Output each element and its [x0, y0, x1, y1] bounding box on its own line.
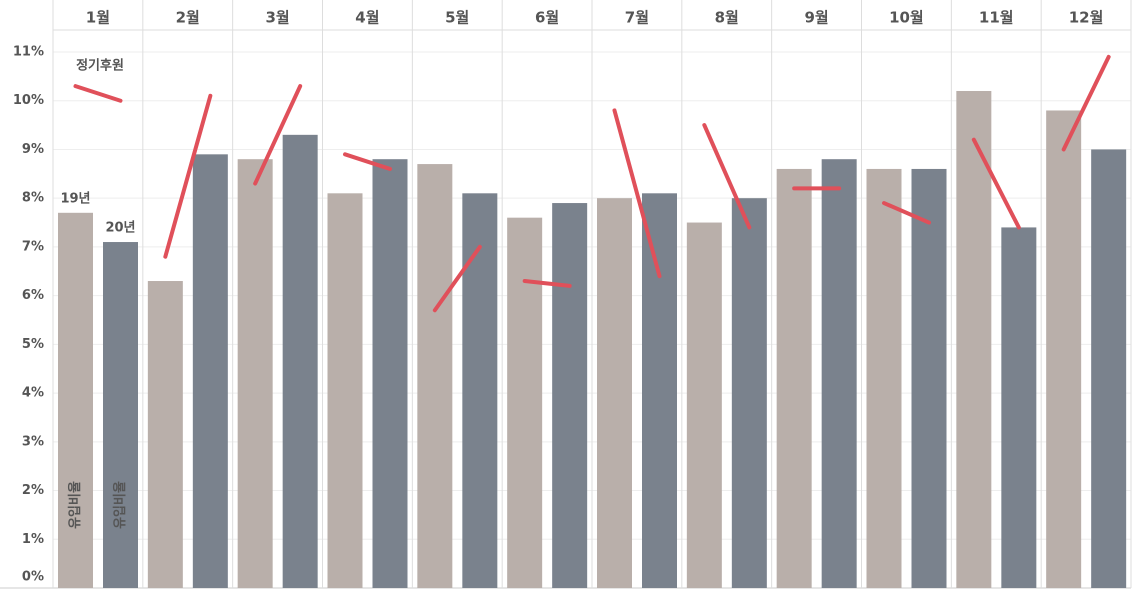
bar	[956, 90, 992, 589]
bar	[1001, 227, 1037, 588]
y-tick-label: 7%	[22, 239, 44, 254]
x-tick-label: 6월	[535, 9, 559, 27]
bar	[821, 159, 857, 588]
bar	[686, 222, 722, 588]
trend-segment	[882, 201, 931, 225]
y-tick-label: 3%	[22, 434, 44, 449]
trend-segment	[73, 84, 123, 103]
x-tick-label: 8월	[715, 9, 739, 27]
trend-segment	[612, 108, 662, 279]
y-tick-label: 10%	[13, 93, 44, 108]
trend-segment	[522, 279, 572, 288]
x-tick-label: 4월	[355, 9, 379, 27]
bar	[192, 154, 228, 588]
y-tick-label: 4%	[22, 386, 44, 401]
bar	[147, 281, 183, 588]
legend-label: 정기후원	[76, 58, 124, 74]
y-tick-label: 2%	[22, 483, 44, 498]
y-tick-label: 9%	[22, 142, 44, 157]
legend-label: 19년	[60, 191, 90, 206]
bar-caption: 유입비율	[67, 481, 83, 529]
x-tick-label: 5월	[445, 9, 469, 27]
trend-segment	[432, 244, 482, 313]
trend-segment	[971, 137, 1021, 230]
x-tick-label: 12월	[1069, 9, 1104, 27]
y-tick-label: 8%	[22, 191, 44, 206]
bar	[507, 217, 543, 588]
x-tick-label: 2월	[176, 9, 200, 27]
bar	[642, 193, 677, 589]
x-tick-label: 3월	[265, 9, 289, 27]
trend-segment	[253, 84, 303, 186]
bar	[1091, 149, 1127, 589]
x-tick-label: 10월	[889, 9, 924, 27]
x-tick-label: 9월	[804, 9, 828, 27]
y-tick-label: 5%	[22, 337, 44, 352]
bar-caption: 유입비율	[112, 481, 128, 529]
bar	[911, 168, 947, 589]
bar	[58, 212, 93, 589]
y-tick-label: 11%	[13, 45, 44, 60]
y-tick-label: 1%	[22, 532, 44, 547]
bar	[237, 159, 273, 588]
bar	[776, 168, 812, 589]
bar	[462, 193, 498, 589]
bar	[597, 198, 632, 588]
bar	[1046, 110, 1082, 589]
bar	[417, 164, 453, 588]
bar	[103, 242, 138, 588]
bar	[327, 193, 363, 589]
y-tick-label: 0%	[22, 570, 44, 585]
bar	[866, 168, 902, 589]
trend-segment	[163, 93, 213, 259]
trend-segment	[1061, 54, 1111, 152]
x-tick-label: 7월	[625, 9, 649, 27]
trend-segment	[343, 152, 392, 171]
x-tick-label: 11월	[979, 9, 1014, 27]
legend-label: 20년	[105, 221, 135, 236]
bar	[372, 159, 408, 588]
x-tick-label: 1월	[86, 9, 110, 27]
bar	[282, 134, 318, 588]
bar	[731, 198, 767, 588]
trend-segment	[702, 123, 752, 230]
bar	[552, 203, 588, 588]
y-tick-label: 6%	[22, 288, 44, 303]
